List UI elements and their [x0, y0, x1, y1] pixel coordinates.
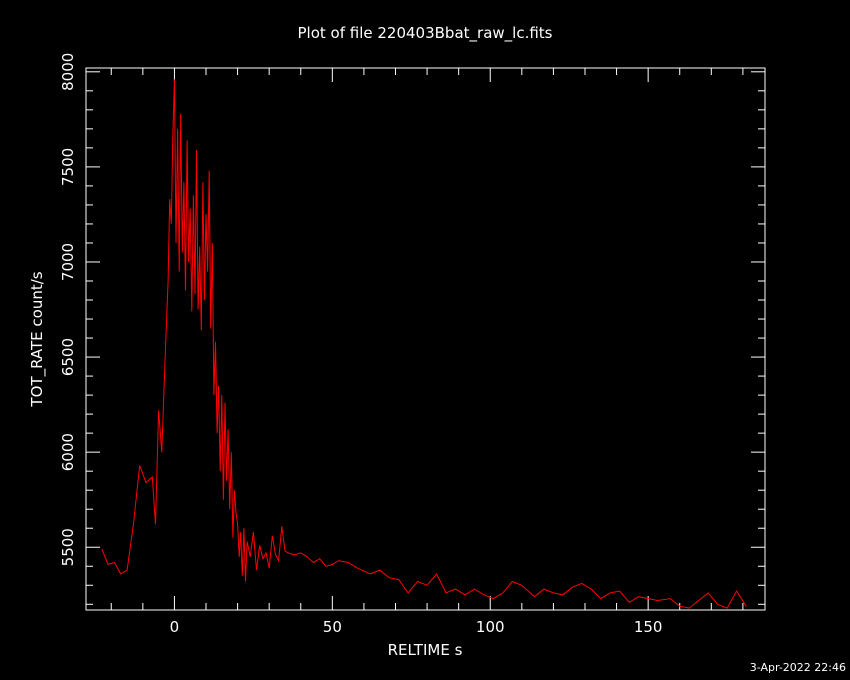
x-tick-label: 100	[476, 618, 505, 636]
y-tick-label: 7500	[59, 148, 77, 186]
chart-title: Plot of file 220403Bbat_raw_lc.fits	[298, 24, 553, 43]
plot-frame	[85, 67, 766, 611]
y-tick-label: 7000	[59, 243, 77, 281]
axis-ticks	[86, 68, 765, 610]
timestamp-footer: 3-Apr-2022 22:46	[750, 661, 846, 674]
series-line	[101, 79, 747, 609]
x-tick-label: 0	[170, 618, 180, 636]
x-axis-label: RELTIME s	[388, 641, 463, 659]
y-tick-label: 5500	[59, 528, 77, 566]
y-axis-label: TOT_RATE count/s	[28, 271, 47, 407]
x-tick-label: 50	[323, 618, 342, 636]
axis-tick-labels: 0 50 100 150 5500 6000 6500 7000 7500 8000	[59, 53, 662, 636]
y-tick-label: 6500	[59, 338, 77, 376]
y-tick-label: 8000	[59, 53, 77, 91]
x-tick-label: 150	[634, 618, 663, 636]
y-tick-label: 6000	[59, 433, 77, 471]
